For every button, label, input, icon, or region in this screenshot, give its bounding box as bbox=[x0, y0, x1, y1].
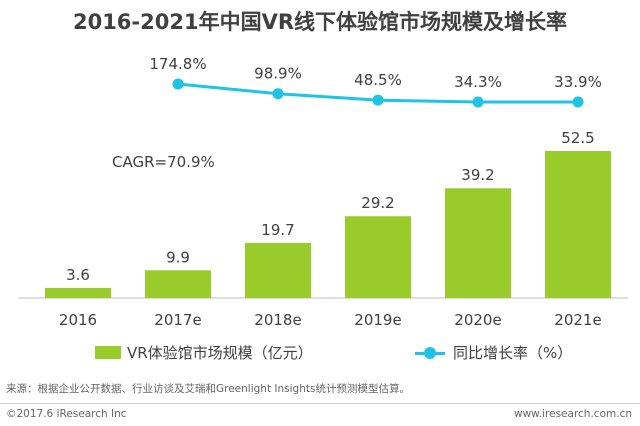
bar-value-label-2018e: 19.7 bbox=[261, 221, 294, 239]
x-tick-label-2020e: 2020e bbox=[454, 311, 501, 329]
x-tick-label-2018e: 2018e bbox=[254, 311, 301, 329]
growth-rate-label-2018e: 98.9% bbox=[254, 65, 302, 83]
chart-legend: VR体验馆市场规模（亿元） 同比增长率（%） bbox=[95, 342, 595, 364]
legend-item-bar: VR体验馆市场规模（亿元） bbox=[95, 342, 313, 363]
bar-value-label-2021e: 52.5 bbox=[561, 129, 594, 147]
legend-line-label: 同比增长率（%） bbox=[453, 344, 573, 362]
legend-line-marker bbox=[424, 346, 436, 359]
growth-rate-point-2020e bbox=[472, 96, 484, 108]
bar-value-label-2017e: 9.9 bbox=[166, 248, 190, 266]
bar-2020e bbox=[445, 188, 511, 298]
bar-2021e bbox=[545, 151, 611, 298]
growth-rate-label-2021e: 33.9% bbox=[554, 73, 602, 91]
cagr-annotation: CAGR=70.9% bbox=[112, 153, 215, 171]
source-note: 来源：根据企业公开数据、行业访谈及艾瑞和Greenlight Insights统… bbox=[6, 383, 410, 395]
growth-rate-point-2017e bbox=[172, 78, 184, 90]
x-tick-label-2019e: 2019e bbox=[354, 311, 401, 329]
x-tick-label-2021e: 2021e bbox=[554, 311, 601, 329]
legend-bar-label: VR体验馆市场规模（亿元） bbox=[127, 344, 313, 362]
chart-svg: CAGR=70.9% 3.6 2016 9.9 2017e 19.7 2018e 29.2 2… bbox=[18, 55, 628, 329]
growth-rate-point-2021e bbox=[572, 96, 584, 108]
growth-rate-label-2019e: 48.5% bbox=[354, 71, 402, 89]
growth-rate-point-2019e bbox=[372, 94, 384, 106]
x-tick-label-2016: 2016 bbox=[59, 311, 97, 329]
bar-2019e bbox=[345, 216, 411, 298]
website-link[interactable]: www.iresearch.com.cn bbox=[513, 408, 632, 420]
chart-title: 2016-2021年中国VR线下体验馆市场规模及增长率 bbox=[72, 10, 568, 34]
legend-item-line: 同比增长率（%） bbox=[415, 342, 572, 363]
bar-value-label-2020e: 39.2 bbox=[461, 166, 494, 184]
bar-value-label-2016: 3.6 bbox=[66, 266, 90, 284]
growth-rate-label-2017e: 174.8% bbox=[149, 55, 206, 73]
bar-value-label-2019e: 29.2 bbox=[361, 194, 394, 212]
bar-2018e bbox=[245, 242, 311, 298]
legend-line-swatch bbox=[415, 346, 445, 360]
legend-bar-swatch bbox=[95, 346, 121, 359]
bar-2017e bbox=[145, 270, 211, 298]
growth-rate-point-2018e bbox=[272, 88, 284, 100]
bar-2016 bbox=[45, 287, 111, 298]
x-tick-label-2017e: 2017e bbox=[154, 311, 201, 329]
footer-divider bbox=[0, 403, 640, 404]
growth-rate-label-2020e: 34.3% bbox=[454, 73, 502, 91]
copyright-text: ©2017.6 iResearch Inc bbox=[6, 408, 127, 420]
